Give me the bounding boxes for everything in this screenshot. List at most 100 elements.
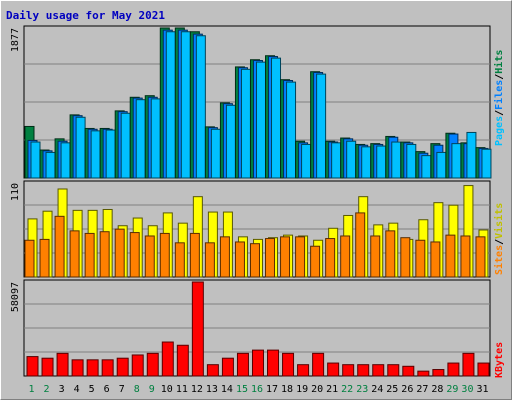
bar-pages-day-17 <box>271 57 282 179</box>
bar-sites-day-17 <box>265 238 276 278</box>
bar-kbytes-day-1 <box>26 356 39 377</box>
legend-entry: Pages <box>494 116 505 146</box>
bar-kbytes-day-12 <box>191 281 204 377</box>
bar-pages-day-23 <box>361 146 372 179</box>
x-tick-label-30: 30 <box>461 384 473 395</box>
legend-visits-sites: Sites/Visits <box>493 203 505 275</box>
x-tick-label-8: 8 <box>134 384 140 395</box>
x-tick-label-16: 16 <box>251 384 263 395</box>
bar-kbytes-day-19 <box>297 364 310 377</box>
x-tick-label-1: 1 <box>29 384 35 395</box>
bar-kbytes-day-24 <box>372 364 385 377</box>
bar-sites-day-15 <box>234 241 245 278</box>
bar-sites-day-12 <box>189 232 200 278</box>
bar-sites-day-30 <box>460 235 471 278</box>
bar-kbytes-day-31 <box>477 362 490 377</box>
bar-sites-day-19 <box>295 236 306 278</box>
chart-title: Daily usage for May 2021 <box>6 9 165 22</box>
bar-sites-day-5 <box>84 232 95 278</box>
bar-pages-day-5 <box>90 130 101 179</box>
bar-pages-day-28 <box>436 151 447 179</box>
bar-kbytes-day-14 <box>221 357 234 377</box>
x-tick-label-18: 18 <box>281 384 293 395</box>
bar-kbytes-day-2 <box>41 357 54 377</box>
bar-pages-day-26 <box>406 143 417 179</box>
bar-kbytes-day-8 <box>131 354 144 377</box>
x-tick-label-14: 14 <box>221 384 233 395</box>
x-tick-label-3: 3 <box>59 384 65 395</box>
bar-pages-day-9 <box>150 98 161 179</box>
legend-entry: KBytes <box>494 342 505 378</box>
x-tick-label-4: 4 <box>74 384 80 395</box>
legend-entry: Hits <box>493 50 505 74</box>
bar-pages-day-21 <box>331 142 342 179</box>
bar-kbytes-day-9 <box>146 352 159 377</box>
bar-kbytes-day-20 <box>312 352 325 377</box>
bar-pages-day-24 <box>376 145 387 179</box>
bar-sites-day-4 <box>69 230 80 278</box>
x-tick-label-22: 22 <box>341 384 353 395</box>
x-tick-label-27: 27 <box>416 384 428 395</box>
bar-sites-day-8 <box>129 232 140 278</box>
bar-pages-day-2 <box>45 151 56 179</box>
bar-kbytes-day-28 <box>432 369 445 377</box>
bar-kbytes-day-10 <box>161 341 174 377</box>
bar-sites-day-14 <box>219 236 230 278</box>
bar-pages-day-11 <box>180 31 191 179</box>
bar-kbytes-day-22 <box>342 364 355 377</box>
bar-pages-day-25 <box>391 141 402 179</box>
bar-sites-day-6 <box>99 231 110 278</box>
bar-pages-day-22 <box>346 140 357 179</box>
x-tick-label-12: 12 <box>191 384 203 395</box>
bar-kbytes-day-26 <box>402 365 415 377</box>
bar-kbytes-day-3 <box>56 352 69 377</box>
bar-sites-day-21 <box>325 238 336 278</box>
bar-sites-day-9 <box>144 235 155 278</box>
bar-sites-day-25 <box>385 230 396 278</box>
bar-kbytes-day-21 <box>327 362 340 377</box>
x-tick-label-24: 24 <box>371 384 383 395</box>
x-tick-label-5: 5 <box>89 384 95 395</box>
bar-pages-day-4 <box>75 116 86 179</box>
bar-sites-day-27 <box>415 239 426 278</box>
legend-entry: / <box>494 74 505 80</box>
bar-sites-day-2 <box>39 238 50 278</box>
x-tick-label-19: 19 <box>296 384 308 395</box>
bar-pages-day-29 <box>451 143 462 179</box>
ymax-label-hits-files-pages: 1877 <box>10 28 21 52</box>
bar-pages-day-1 <box>30 141 41 179</box>
bar-kbytes-day-7 <box>116 357 129 377</box>
x-tick-label-29: 29 <box>446 384 458 395</box>
bar-sites-day-10 <box>159 232 170 278</box>
x-tick-label-11: 11 <box>176 384 188 395</box>
legend-entry: Sites <box>493 245 505 275</box>
bar-kbytes-day-16 <box>251 349 264 377</box>
legend-entry: Visits <box>493 203 505 239</box>
legend-entry: Files <box>493 80 505 110</box>
x-tick-label-25: 25 <box>386 384 398 395</box>
bar-sites-day-13 <box>204 242 215 278</box>
bar-pages-day-14 <box>225 104 236 179</box>
x-tick-label-20: 20 <box>311 384 323 395</box>
bar-sites-day-16 <box>249 243 260 278</box>
x-tick-label-28: 28 <box>431 384 443 395</box>
bar-sites-day-18 <box>280 236 291 278</box>
x-tick-label-6: 6 <box>104 384 110 395</box>
ymax-label-kbytes: 58097 <box>10 282 21 312</box>
bar-pages-day-20 <box>316 73 327 179</box>
legend-hits-files-pages: Pages/Files/Hits <box>493 50 505 146</box>
legend-entry: / <box>494 239 505 245</box>
bar-sites-day-3 <box>54 215 65 278</box>
x-tick-label-2: 2 <box>44 384 50 395</box>
x-tick-label-15: 15 <box>236 384 248 395</box>
x-tick-label-13: 13 <box>206 384 218 395</box>
bar-kbytes-day-4 <box>71 359 84 377</box>
bar-sites-day-22 <box>340 235 351 278</box>
bar-pages-day-12 <box>195 35 206 179</box>
bar-pages-day-16 <box>255 61 266 179</box>
bar-kbytes-day-25 <box>387 364 400 377</box>
x-tick-label-10: 10 <box>161 384 173 395</box>
bar-sites-day-26 <box>400 237 411 278</box>
bar-pages-day-27 <box>421 155 432 179</box>
